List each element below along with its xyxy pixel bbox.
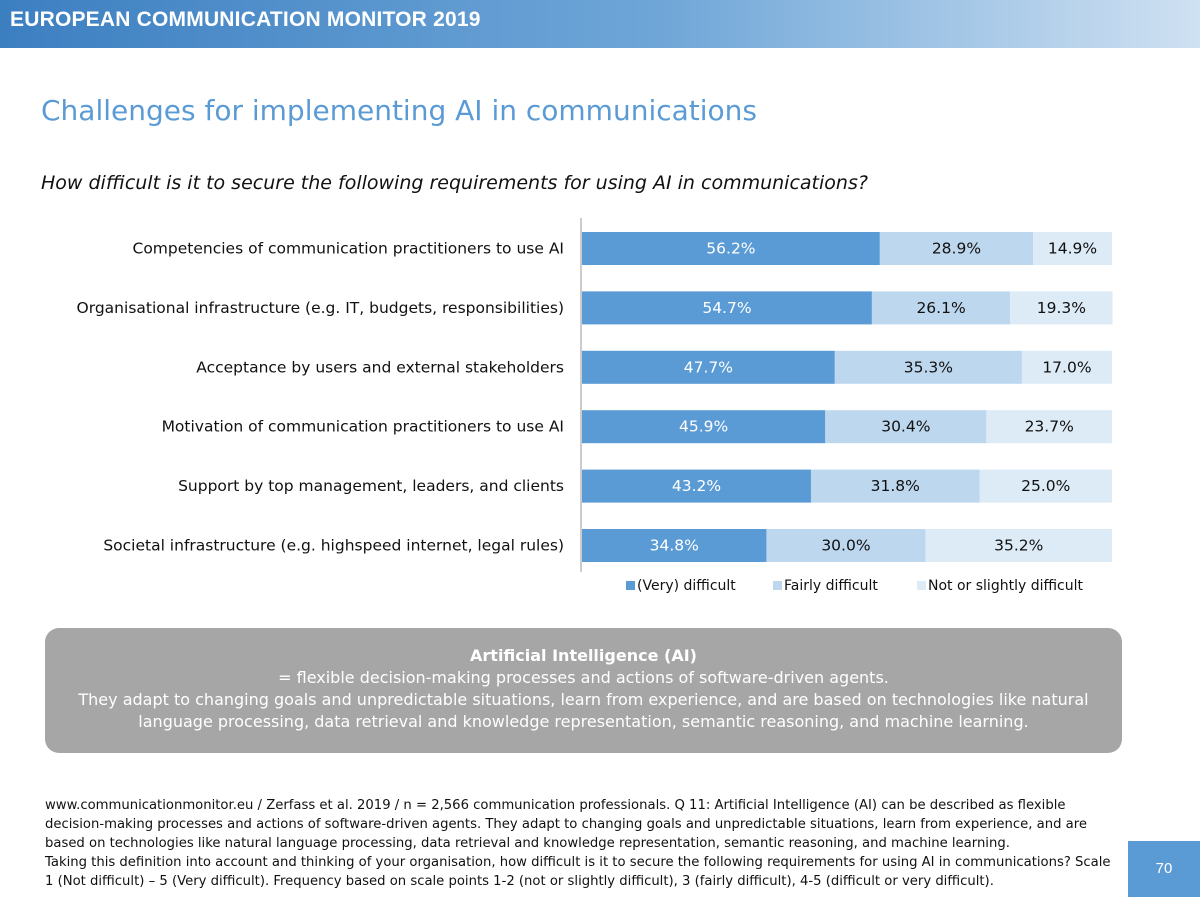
data-label: 35.3% [904, 358, 953, 376]
bar-segment [582, 232, 880, 265]
data-label: 31.8% [871, 477, 920, 495]
data-label: 19.3% [1037, 299, 1086, 317]
bar-segment [986, 410, 1112, 444]
legend-swatch [626, 581, 635, 590]
legend-label: (Very) difficult [637, 578, 736, 594]
ai-definition-box: Artificial Intelligence (AI) = flexible … [45, 628, 1122, 753]
header-title: EUROPEAN COMMUNICATION MONITOR 2019 [10, 8, 481, 31]
footnote: www.communicationmonitor.eu / Zerfass et… [45, 796, 1115, 891]
legend-swatch [917, 581, 926, 590]
bar-segment [825, 410, 987, 444]
data-label: 26.1% [916, 299, 965, 317]
stacked-bar-chart: Competencies of communication practition… [77, 218, 1113, 594]
data-label: 30.0% [821, 537, 870, 555]
footnote-scale: Taking this definition into account and … [45, 855, 1111, 889]
bar-segment [1033, 232, 1112, 265]
legend-label: Fairly difficult [784, 578, 878, 594]
data-label: 56.2% [706, 240, 755, 258]
page-title: Challenges for implementing AI in commun… [41, 94, 757, 127]
bar-segment [871, 291, 1011, 325]
bar-segment [879, 232, 1034, 265]
bar-segment [582, 469, 811, 503]
page-number: 70 [1128, 841, 1200, 897]
header-bar: EUROPEAN COMMUNICATION MONITOR 2019 [0, 0, 1200, 48]
data-label: 34.8% [650, 537, 699, 555]
ai-box-description: They adapt to changing goals and unpredi… [78, 690, 1089, 731]
bar-segment [810, 469, 980, 503]
data-label: 35.2% [994, 537, 1043, 555]
bar-segment [1010, 291, 1113, 325]
survey-question: How difficult is it to secure the follow… [41, 172, 868, 194]
category-label: Support by top management, leaders, and … [178, 477, 564, 495]
bar-segment [582, 350, 835, 384]
bar-segment [979, 469, 1112, 503]
data-label: 43.2% [672, 477, 721, 495]
category-label: Competencies of communication practition… [133, 240, 565, 258]
legend-label: Not or slightly difficult [928, 578, 1083, 594]
data-label: 25.0% [1021, 477, 1070, 495]
data-label: 23.7% [1025, 418, 1074, 436]
ai-box-title: Artificial Intelligence (AI) [470, 646, 697, 665]
data-label: 14.9% [1048, 240, 1097, 258]
data-label: 30.4% [881, 418, 930, 436]
data-label: 45.9% [679, 418, 728, 436]
data-label: 47.7% [684, 358, 733, 376]
bar-segment [582, 410, 826, 444]
bar-segment [1021, 350, 1112, 384]
bar-segment [582, 529, 767, 562]
category-label: Acceptance by users and external stakeho… [196, 358, 564, 376]
category-label: Societal infrastructure (e.g. highspeed … [103, 537, 564, 555]
legend-swatch [773, 581, 782, 590]
category-label: Motivation of communication practitioner… [162, 418, 564, 436]
category-label: Organisational infrastructure (e.g. IT, … [77, 299, 564, 317]
data-label: 17.0% [1042, 358, 1091, 376]
data-label: 54.7% [702, 299, 751, 317]
bar-segment [834, 350, 1022, 384]
bar-segment [766, 529, 926, 562]
data-label: 28.9% [932, 240, 981, 258]
bar-segment [582, 291, 872, 325]
bar-segment [925, 529, 1112, 562]
ai-box-definition: = flexible decision-making processes and… [278, 668, 889, 687]
footnote-source: www.communicationmonitor.eu / Zerfass et… [45, 798, 1087, 851]
